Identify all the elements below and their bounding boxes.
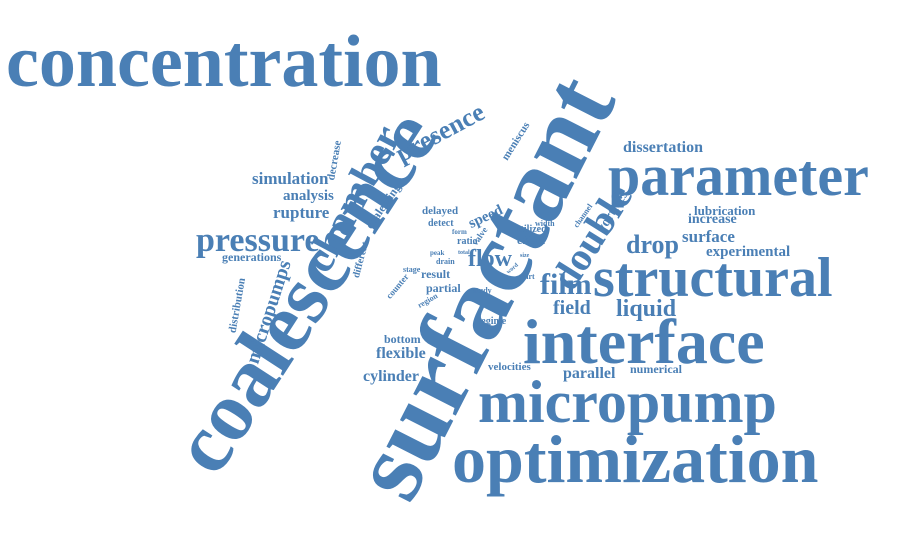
word-regime: regime <box>477 316 507 327</box>
word-simulation: simulation <box>252 169 329 188</box>
word-delayed: delayed <box>422 205 459 217</box>
word-size: size <box>520 253 530 259</box>
word-experimental: experimental <box>706 244 791 260</box>
word-parallel: parallel <box>563 365 616 382</box>
word-liquid: liquid <box>616 296 677 322</box>
word-utilized: utilized <box>515 224 547 235</box>
word-partial: partial <box>426 281 461 295</box>
word-parameter: parameter <box>608 143 869 208</box>
word-velocities: velocities <box>488 361 531 373</box>
word-dissertation: dissertation <box>623 139 703 156</box>
word-film: film <box>540 268 592 301</box>
word-result: result <box>421 267 451 281</box>
word-analysis: analysis <box>283 188 334 204</box>
word-generations: generations <box>222 250 282 264</box>
word-cylinder: cylinder <box>363 368 419 385</box>
word-study: study <box>473 286 492 295</box>
word-counter: counter <box>384 271 411 301</box>
word-detect: detect <box>428 218 454 229</box>
word-flow: flow <box>468 246 512 272</box>
word-flexible: flexible <box>376 345 426 362</box>
word-peak: peak <box>430 249 445 257</box>
word-numerical: numerical <box>630 362 682 376</box>
word-field: field <box>553 297 591 319</box>
word-surface: surface <box>682 227 735 246</box>
word-bottom: bottom <box>384 332 421 346</box>
word-micropump: micropump <box>478 369 777 435</box>
word-interface: interface <box>523 306 765 377</box>
word-increase: increase <box>688 212 737 227</box>
word-ratio: ratio <box>457 236 478 247</box>
word-pressure: pressure <box>196 222 320 259</box>
word-structural: structural <box>593 247 833 309</box>
word-optimization: optimization <box>452 421 819 497</box>
word-stage: stage <box>403 265 421 274</box>
word-form: form <box>452 228 467 236</box>
word-width: width <box>535 219 555 228</box>
word-rupture: rupture <box>273 203 330 222</box>
word-drop: drop <box>626 230 679 259</box>
word-total: total <box>458 250 470 256</box>
word-part: part <box>520 272 535 281</box>
word-effect: effect <box>517 233 545 247</box>
word-lubrication: lubrication <box>694 203 756 218</box>
word-concentration: concentration <box>6 21 442 103</box>
word-drain: drain <box>436 257 455 266</box>
